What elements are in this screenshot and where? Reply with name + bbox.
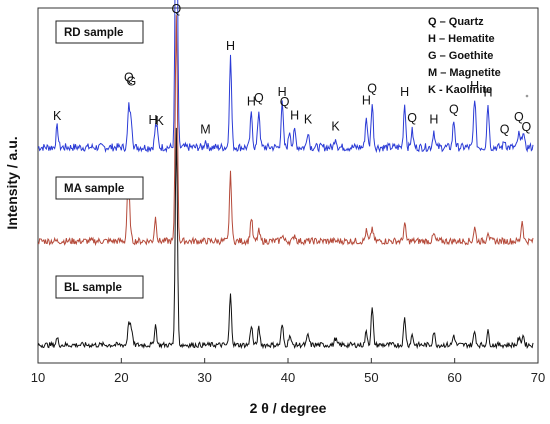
peak-label-q: Q [521,120,531,134]
peak-label-h: H [362,93,371,107]
peak-label-g: G [126,75,136,89]
legend-item-magnetite: M – Magnetite [428,67,501,79]
peak-label-q: Q [500,123,510,137]
x-tick-label: 20 [114,370,128,385]
peak-label-q: Q [171,2,181,16]
peak-label-k: K [155,114,164,128]
x-tick-label: 60 [447,370,461,385]
sample-labels: RD sample MA sample BL sample [55,20,144,299]
x-axis-ticks: 10 20 30 40 50 60 70 [31,358,545,385]
peak-label-q: Q [367,82,377,96]
x-tick-label: 40 [281,370,295,385]
peak-label-h: H [278,85,287,99]
peak-label-q: Q [254,91,264,105]
sample-box-bl: BL sample [55,275,144,299]
sample-label-rd: RD sample [64,27,123,39]
x-axis-label: 2 θ / degree [250,400,327,416]
legend-item-quartz: Q – Quartz [428,16,484,28]
series-line-rd [37,0,534,154]
series-layer [37,0,534,350]
peak-label-q: Q [124,71,134,85]
peak-label-h: H [400,85,409,99]
peak-label-h: H [483,86,492,100]
peak-label-q: Q [280,95,290,109]
peak-label-q: Q [407,111,417,125]
sample-box-ma: MA sample [55,176,144,200]
series-line-ma [37,15,534,247]
peak-label-k: K [53,109,62,123]
peak-label-h: H [290,109,299,123]
x-tick-label: 50 [364,370,378,385]
peak-label-m: M [200,123,210,137]
legend-item-kaolinite: K - Kaolinite [428,84,492,96]
sample-box-rd: RD sample [55,20,144,44]
x-tick-label: 70 [531,370,545,385]
legend-item-goethite: G – Goethite [428,50,493,62]
sample-box-frame [55,176,144,200]
peak-label-h: H [429,113,438,127]
x-tick-label: 10 [31,370,45,385]
sample-box-frame [55,275,144,299]
series-line-bl [37,127,534,350]
sample-label-bl: BL sample [64,282,122,294]
peak-label-h: H [226,39,235,53]
peak-label-h: H [470,79,479,93]
peak-label-q: Q [514,110,524,124]
y-axis-label: Intensity / a.u. [4,136,20,229]
peak-label-q: Q [449,103,459,117]
peak-label-k: K [331,119,340,133]
sample-box-frame [55,20,144,44]
x-tick-label: 30 [197,370,211,385]
legend-dot [525,94,529,98]
peak-label-k: K [304,113,313,127]
legend: Q – Quartz H – Hematite G – Goethite M –… [428,16,501,96]
legend-item-hematite: H – Hematite [428,33,495,45]
peak-label-h: H [148,113,157,127]
peak-label-h: H [247,94,256,108]
sample-label-ma: MA sample [64,183,124,195]
